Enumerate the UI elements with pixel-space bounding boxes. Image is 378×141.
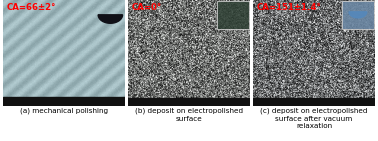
Text: (a) mechanical polishing: (a) mechanical polishing	[20, 108, 108, 114]
Text: CA=151±1.4°: CA=151±1.4°	[257, 3, 321, 12]
Bar	[3, 97, 125, 106]
Bar	[342, 1, 374, 28]
Polygon shape	[349, 12, 367, 18]
Text: (c) deposit on electropolished
surface after vacuum
relaxation: (c) deposit on electropolished surface a…	[260, 108, 368, 129]
Text: (b) deposit on electropolished
surface: (b) deposit on electropolished surface	[135, 108, 243, 122]
Bar	[217, 1, 249, 28]
Text: CA=66±2°: CA=66±2°	[7, 3, 56, 12]
Text: CA=0°: CA=0°	[132, 3, 162, 12]
Bar	[253, 98, 375, 106]
Polygon shape	[98, 15, 122, 23]
Bar	[128, 98, 250, 106]
